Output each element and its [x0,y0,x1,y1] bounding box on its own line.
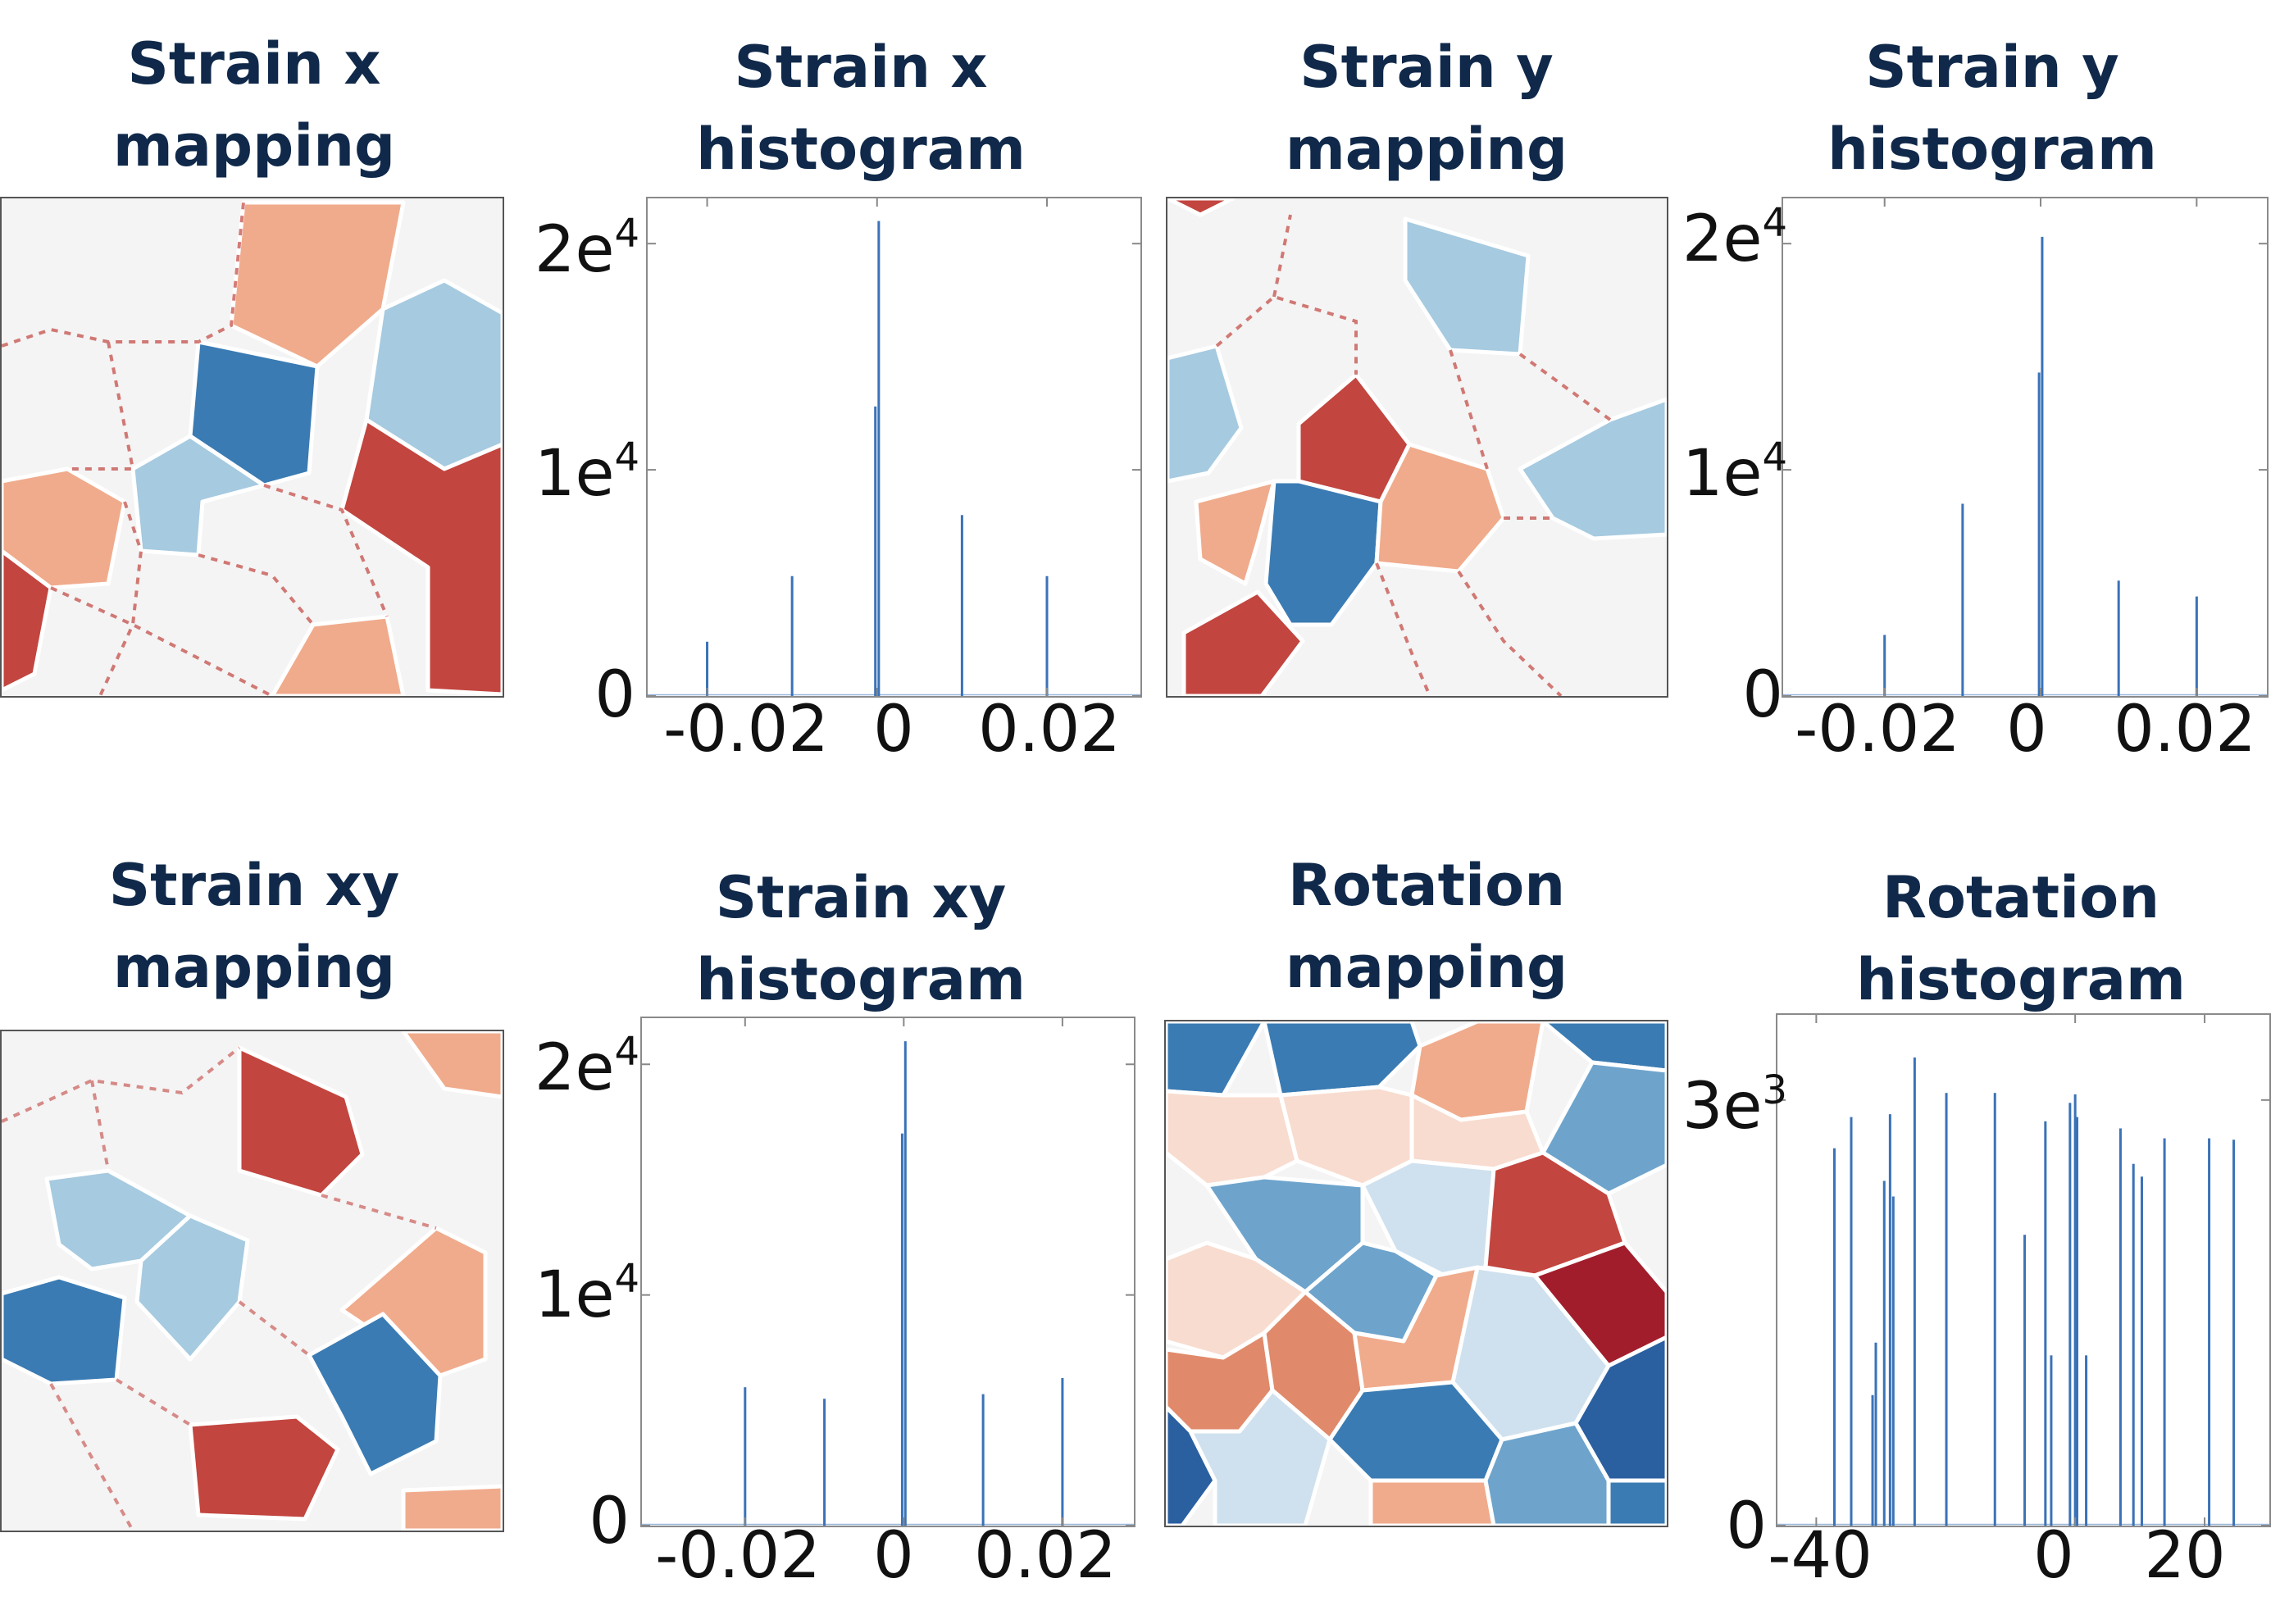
rotation-ytick-3e3: 3e3 [1682,1067,1787,1144]
histogram-bar [1832,1148,1836,1526]
strain-y-map [1166,197,1668,698]
strain-xy-ytick-1e4: 1e4 [534,1256,639,1332]
histogram-bar [1961,503,1964,696]
histogram-bar [2068,1103,2072,1526]
histogram-bar [1045,575,1049,696]
histogram-bar [2132,1163,2135,1526]
strain-y-ytick-1e4: 1e4 [1682,434,1787,511]
histogram-bar [2232,1140,2236,1526]
histogram-bar [1871,1394,1874,1526]
strain-y-xtick-002: 0.02 [2114,693,2256,767]
title-strain-xy-mapping: Strain xy mapping [108,852,400,1001]
strain-xy-histogram-bars [642,1018,1134,1526]
histogram-bar [2073,1094,2077,1526]
rotation-xtick-0: 0 [2033,1519,2074,1593]
strain-xy-map-grains [2,1031,503,1531]
histogram-bar [790,575,794,696]
histogram-bar [1891,1196,1895,1526]
strain-x-xtick-0: 0 [873,693,914,767]
strain-y-ytick-0: 0 [1742,658,1783,732]
histogram-bar [1882,1180,1886,1526]
histogram-bar [1883,635,1886,696]
title-strain-xy-histogram: Strain xy histogram [696,864,1026,1013]
histogram-bar [2044,1121,2047,1526]
strain-x-map [0,197,504,698]
histogram-bar [2085,1355,2088,1526]
histogram-bar [960,515,963,696]
strain-xy-xtick-neg002: -0.02 [655,1519,821,1593]
histogram-bar [1945,1093,1948,1526]
histogram-bar [1874,1342,1877,1526]
title-rotation-histogram: Rotation histogram [1856,864,2186,1013]
rotation-xtick-neg40: -40 [1768,1519,1873,1593]
strain-y-histogram-bars [1783,198,2267,696]
rotation-histogram-plot [1776,1013,2271,1527]
histogram-bar [1850,1117,1853,1526]
strain-xy-histogram-plot [640,1017,1135,1527]
strain-x-histogram-bars [648,198,1140,696]
histogram-bar [2195,596,2198,696]
histogram-bar [903,1041,907,1526]
strain-x-xtick-neg002: -0.02 [663,693,829,767]
histogram-bar [2117,580,2120,696]
histogram-bar [2140,1176,2143,1526]
histogram-bar [744,1387,747,1526]
strain-y-histogram-plot [1782,197,2269,698]
histogram-bar [1888,1114,1891,1526]
strain-y-xtick-0: 0 [2006,693,2047,767]
histogram-bar [2050,1355,2053,1526]
histogram-bar [2037,372,2041,696]
histogram-bar [981,1394,985,1526]
strain-xy-ytick-2e4: 2e4 [534,1029,639,1105]
title-rotation-mapping: Rotation mapping [1285,852,1568,1001]
strain-y-xtick-neg002: -0.02 [1795,693,1960,767]
strain-x-xtick-002: 0.02 [978,693,1121,767]
histogram-bar [2163,1138,2166,1526]
rotation-histogram-bars [1777,1015,2269,1526]
histogram-bar [1061,1377,1064,1526]
strain-xy-map [0,1030,504,1532]
histogram-bar [2076,1117,2079,1526]
title-strain-y-mapping: Strain y mapping [1285,34,1568,183]
histogram-bar [1913,1057,1916,1526]
title-strain-x-mapping: Strain x mapping [112,30,396,180]
strain-xy-xtick-0: 0 [873,1519,914,1593]
histogram-bar [900,1133,903,1526]
rotation-map [1164,1020,1668,1527]
histogram-bar [874,406,877,696]
rotation-map-grains [1166,1021,1667,1526]
histogram-bar [2118,1128,2122,1526]
strain-x-ytick-2e4: 2e4 [534,211,639,287]
rotation-ytick-0: 0 [1726,1490,1767,1563]
strain-x-histogram-plot [646,197,1142,698]
strain-y-ytick-2e4: 2e4 [1682,200,1787,276]
strain-xy-xtick-002: 0.02 [974,1519,1117,1593]
strain-xy-ytick-0: 0 [589,1485,630,1558]
histogram-bar [2208,1138,2211,1526]
histogram-bar [823,1399,826,1526]
strain-x-map-grains [2,198,503,696]
histogram-bar [2041,236,2044,696]
strain-x-ytick-1e4: 1e4 [534,434,639,511]
strain-x-ytick-0: 0 [594,658,635,732]
histogram-bar [1993,1093,1996,1526]
histogram-bar [877,221,881,696]
strain-y-map-grains [1167,198,1667,696]
histogram-bar [706,641,709,696]
rotation-xtick-20: 20 [2144,1519,2226,1593]
title-strain-y-histogram: Strain y histogram [1827,34,2157,183]
histogram-bar [2023,1235,2027,1526]
title-strain-x-histogram: Strain x histogram [696,34,1026,183]
